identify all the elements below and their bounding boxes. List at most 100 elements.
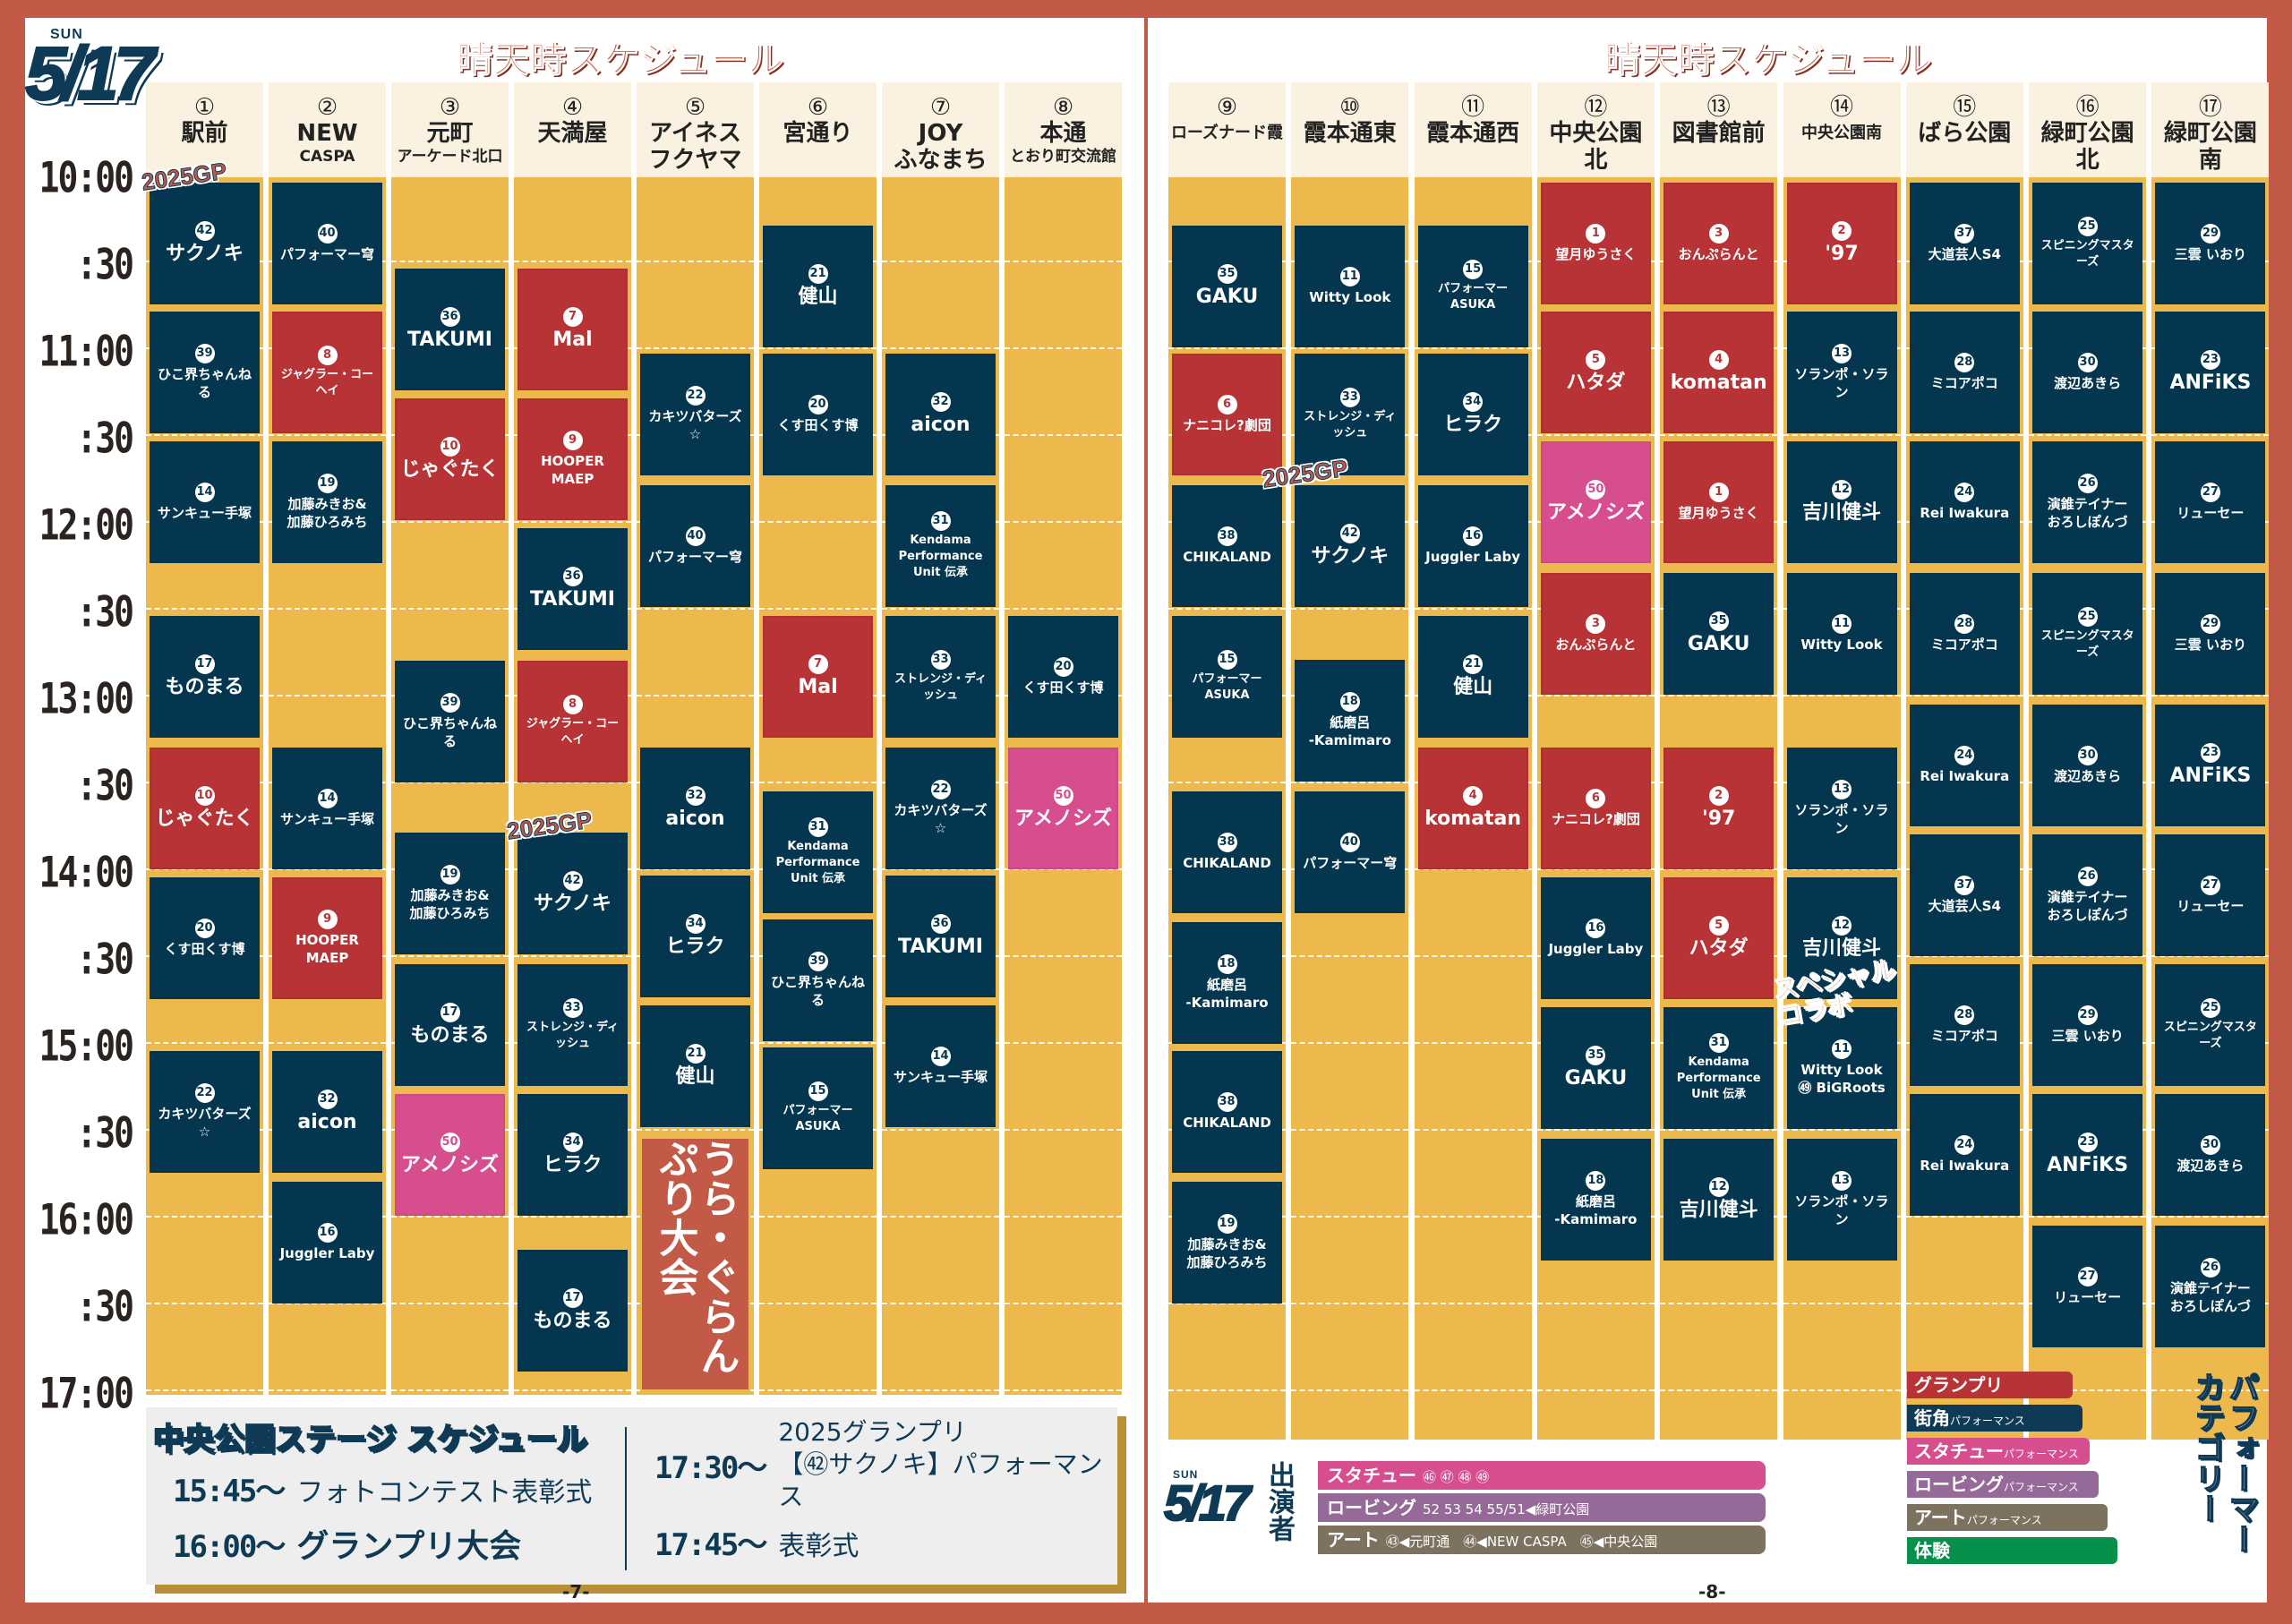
performance-slot[interactable]: 23 ANFiKS — [2032, 1094, 2143, 1216]
performance-slot[interactable]: 16 Juggler Laby — [272, 1182, 382, 1303]
performance-slot[interactable]: 20 くす田くす博 — [150, 877, 260, 999]
performance-slot[interactable]: 38 CHIKALAND — [1172, 791, 1282, 913]
performance-slot[interactable]: 21 健山 — [640, 1005, 750, 1127]
performance-slot[interactable]: 28 ミコアポコ — [1909, 964, 2020, 1086]
performance-slot[interactable]: 33 ストレンジ・ディッシュ — [1295, 354, 1406, 475]
performance-slot[interactable]: 13 ソランポ・ソラン — [1786, 1139, 1897, 1261]
performance-slot[interactable]: 13 ソランポ・ソラン — [1786, 748, 1897, 869]
performance-slot[interactable]: 30 渡辺あきら — [2032, 705, 2143, 826]
performance-slot[interactable]: 22 カキツバターズ☆ — [640, 354, 750, 475]
performance-slot[interactable]: 26 演錐テイナー おろしぽんづ — [2032, 834, 2143, 956]
performance-slot[interactable]: 8 ジャグラー・コーヘイ — [517, 661, 628, 782]
performance-slot[interactable]: 13 ソランポ・ソラン — [1786, 312, 1897, 433]
performance-slot[interactable]: 29 三雲 いおり — [2032, 964, 2143, 1086]
performance-slot[interactable]: 31 Kendama Performance Unit 伝承 — [763, 791, 873, 913]
performance-slot[interactable]: 10 じゃぐたく — [395, 398, 505, 520]
performance-slot[interactable]: 35 GAKU — [1540, 1007, 1651, 1129]
performance-slot[interactable]: 40 パフォーマー穹 — [1295, 791, 1406, 913]
performance-slot[interactable]: 1 望月ゆうさく — [1663, 441, 1775, 563]
performance-slot[interactable]: 28 ミコアポコ — [1909, 312, 2020, 433]
performance-slot[interactable]: 12 吉川健斗 — [1786, 441, 1897, 563]
performance-slot[interactable]: 20 くす田くす博 — [1008, 616, 1118, 738]
performance-slot[interactable]: 22 カキツバターズ☆ — [150, 1051, 260, 1173]
performance-slot[interactable]: 19 加藤みきお& 加藤ひろみち — [272, 441, 382, 563]
performance-slot[interactable]: 27 リューセー — [2155, 441, 2266, 563]
performance-slot[interactable]: 14 サンキュー手塚 — [150, 441, 260, 563]
performance-slot[interactable]: 40 パフォーマー穹 — [640, 485, 750, 607]
performance-slot[interactable]: 15 パフォーマーASUKA — [1172, 616, 1282, 738]
performance-slot[interactable]: 23 ANFiKS — [2155, 705, 2266, 826]
performance-slot[interactable]: 11 Witty Look — [1786, 573, 1897, 695]
performance-slot[interactable]: 23 ANFiKS — [2155, 312, 2266, 433]
performance-slot[interactable]: 26 演錐テイナー おろしぽんづ — [2155, 1226, 2266, 1347]
performance-slot[interactable]: 9 HOOPER MAEP — [517, 398, 628, 520]
performance-slot[interactable]: 42 サクノキ — [1295, 485, 1406, 607]
performance-slot[interactable]: 20 くす田くす博 — [763, 354, 873, 475]
performance-slot[interactable]: 17 ものまる — [395, 964, 505, 1086]
performance-slot[interactable]: 27 リューセー — [2032, 1226, 2143, 1347]
performance-slot[interactable]: 35 GAKU — [1172, 226, 1282, 347]
performance-slot[interactable]: 5 ハタダ — [1540, 312, 1651, 433]
performance-slot[interactable]: 15 パフォーマーASUKA — [763, 1047, 873, 1169]
performance-slot[interactable]: 32 aicon — [885, 354, 996, 475]
performance-slot[interactable]: 38 CHIKALAND — [1172, 485, 1282, 607]
performance-slot[interactable]: 1 望月ゆうさく — [1540, 183, 1651, 304]
performance-slot[interactable]: 7 Mal — [763, 616, 873, 738]
performance-slot[interactable]: 24 Rei Iwakura — [1909, 441, 2020, 563]
performance-slot[interactable]: 36 TAKUMI — [517, 528, 628, 650]
performance-slot[interactable]: 32 aicon — [640, 748, 750, 869]
performance-slot[interactable]: 25 スピニングマスターズ — [2032, 573, 2143, 695]
performance-slot[interactable]: 30 渡辺あきら — [2155, 1094, 2266, 1216]
performance-slot[interactable]: 31 Kendama Performance Unit 伝承 — [1663, 1007, 1775, 1129]
performance-slot[interactable]: 39 ひこ界ちゃんねる — [395, 661, 505, 782]
performance-slot[interactable]: 32 aicon — [272, 1051, 382, 1173]
performance-slot[interactable]: 34 ヒラク — [517, 1094, 628, 1216]
performance-slot[interactable]: 38 CHIKALAND — [1172, 1051, 1282, 1173]
performance-slot[interactable]: 10 じゃぐたく — [150, 748, 260, 869]
performance-slot[interactable]: 22 カキツバターズ☆ — [885, 748, 996, 869]
performance-slot[interactable]: 14 サンキュー手塚 — [885, 1005, 996, 1127]
ura-grandprix-block[interactable]: うら・ぐらんぷり大会 — [640, 1137, 750, 1391]
performance-slot[interactable]: 8 ジャグラー・コーヘイ — [272, 312, 382, 433]
performance-slot[interactable]: 24 Rei Iwakura — [1909, 705, 2020, 826]
performance-slot[interactable]: 21 健山 — [1417, 616, 1528, 738]
performance-slot[interactable]: 5 ハタダ — [1663, 877, 1775, 999]
performance-slot[interactable]: 50 アメノシズ — [395, 1094, 505, 1216]
performance-slot[interactable]: 37 大道芸人S4 — [1909, 183, 2020, 304]
performance-slot[interactable]: 28 ミコアポコ — [1909, 573, 2020, 695]
performance-slot[interactable]: 30 渡辺あきら — [2032, 312, 2143, 433]
performance-slot[interactable]: 42 サクノキ — [517, 833, 628, 954]
performance-slot[interactable]: 27 リューセー — [2155, 834, 2266, 956]
performance-slot[interactable]: 26 演錐テイナー おろしぽんづ — [2032, 441, 2143, 563]
performance-slot[interactable]: 12 吉川健斗 — [1663, 1139, 1775, 1261]
performance-slot[interactable]: 17 ものまる — [150, 616, 260, 738]
performance-slot[interactable]: 7 Mal — [517, 269, 628, 390]
performance-slot[interactable]: 36 TAKUMI — [395, 269, 505, 390]
performance-slot[interactable]: 50 アメノシズ — [1008, 748, 1118, 869]
performance-slot[interactable]: 29 三雲 いおり — [2155, 183, 2266, 304]
performance-slot[interactable]: 18 紙磨呂 -Kamimaro — [1295, 660, 1406, 782]
performance-slot[interactable]: 16 Juggler Laby — [1540, 877, 1651, 999]
performance-slot[interactable]: 4 komatan — [1663, 312, 1775, 433]
performance-slot[interactable]: 35 GAKU — [1663, 573, 1775, 695]
performance-slot[interactable]: 25 スピニングマスターズ — [2155, 964, 2266, 1086]
performance-slot[interactable]: 40 パフォーマー穹 — [272, 183, 382, 304]
performance-slot[interactable]: 33 ストレンジ・ディッシュ — [885, 616, 996, 738]
performance-slot[interactable]: 50 アメノシズ — [1540, 441, 1651, 563]
performance-slot[interactable]: 2'97 — [1663, 748, 1775, 869]
performance-slot[interactable]: 16 Juggler Laby — [1417, 485, 1528, 607]
performance-slot[interactable]: 19 加藤みきお& 加藤ひろみち — [1172, 1182, 1282, 1303]
performance-slot[interactable]: 29 三雲 いおり — [2155, 573, 2266, 695]
performance-slot[interactable]: 11 Witty Look — [1295, 226, 1406, 347]
performance-slot[interactable]: 6 ナニコレ?劇団 — [1172, 354, 1282, 475]
performance-slot[interactable]: 39 ひこ界ちゃんねる — [763, 919, 873, 1041]
performance-slot[interactable]: 42 サクノキ — [150, 183, 260, 304]
performance-slot[interactable]: 3 おんぷらんと — [1540, 573, 1651, 695]
performance-slot[interactable]: 31 Kendama Performance Unit 伝承 — [885, 485, 996, 607]
performance-slot[interactable]: 11 Witty Look ㊾ BiGRoots — [1786, 1007, 1897, 1129]
performance-slot[interactable]: 14 サンキュー手塚 — [272, 748, 382, 869]
performance-slot[interactable]: 19 加藤みきお& 加藤ひろみち — [395, 833, 505, 954]
performance-slot[interactable]: 6 ナニコレ?劇団 — [1540, 748, 1651, 869]
performance-slot[interactable]: 33 ストレンジ・ディッシュ — [517, 964, 628, 1086]
performance-slot[interactable]: 9 HOOPER MAEP — [272, 877, 382, 999]
